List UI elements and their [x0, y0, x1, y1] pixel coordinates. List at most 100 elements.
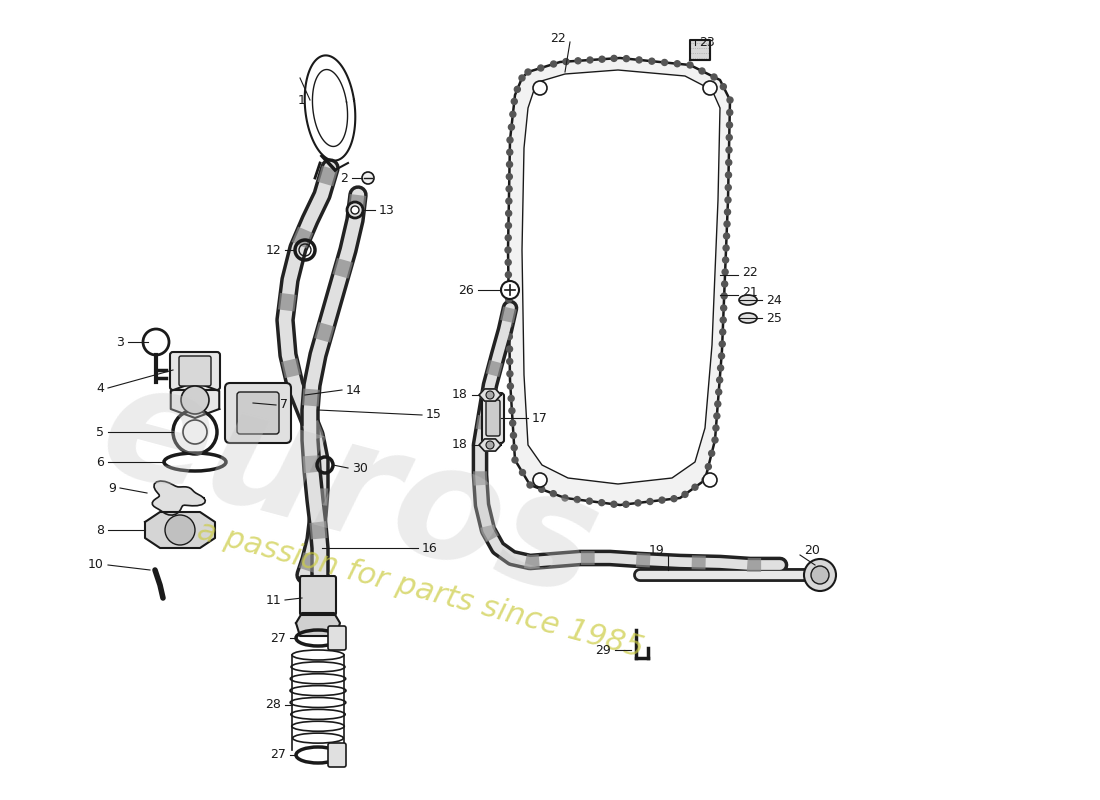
Circle shape	[725, 197, 732, 203]
Text: 1: 1	[298, 94, 306, 106]
Circle shape	[674, 61, 680, 66]
Circle shape	[527, 482, 534, 488]
FancyBboxPatch shape	[300, 576, 336, 615]
Text: 4: 4	[96, 382, 104, 394]
Circle shape	[512, 445, 517, 450]
Circle shape	[539, 486, 544, 492]
Circle shape	[165, 515, 195, 545]
Text: 29: 29	[595, 643, 610, 657]
Circle shape	[507, 162, 513, 167]
Circle shape	[635, 500, 641, 506]
Circle shape	[562, 495, 568, 501]
Circle shape	[575, 58, 581, 64]
Circle shape	[723, 245, 729, 251]
Text: 15: 15	[426, 409, 442, 422]
Text: 30: 30	[352, 462, 367, 474]
Polygon shape	[690, 40, 710, 60]
Text: 18: 18	[452, 438, 468, 451]
Circle shape	[486, 391, 494, 399]
Circle shape	[506, 346, 513, 352]
Text: 13: 13	[379, 203, 395, 217]
Circle shape	[600, 56, 605, 62]
Circle shape	[636, 57, 642, 63]
Polygon shape	[478, 389, 500, 401]
Text: 21: 21	[742, 286, 758, 298]
Text: 3: 3	[117, 335, 124, 349]
Text: 27: 27	[271, 749, 286, 762]
Circle shape	[726, 172, 732, 178]
Circle shape	[525, 69, 531, 75]
Circle shape	[649, 58, 654, 64]
Text: 20: 20	[804, 545, 820, 558]
Circle shape	[506, 186, 513, 192]
Circle shape	[510, 111, 516, 118]
Text: 17: 17	[532, 411, 548, 425]
Circle shape	[708, 450, 715, 456]
Circle shape	[720, 84, 726, 90]
Circle shape	[726, 159, 732, 166]
Text: 24: 24	[766, 294, 782, 306]
Text: 28: 28	[265, 698, 280, 711]
Circle shape	[486, 441, 494, 449]
Circle shape	[534, 473, 547, 487]
Circle shape	[610, 55, 617, 62]
Circle shape	[512, 457, 518, 463]
Circle shape	[507, 383, 514, 389]
Text: 2: 2	[340, 171, 348, 185]
Circle shape	[692, 484, 698, 490]
Text: 16: 16	[422, 542, 438, 554]
Circle shape	[722, 281, 727, 287]
Circle shape	[715, 401, 720, 407]
Circle shape	[510, 432, 517, 438]
Circle shape	[811, 566, 829, 584]
Circle shape	[624, 56, 629, 62]
Text: 8: 8	[96, 523, 104, 537]
Circle shape	[711, 74, 717, 80]
FancyBboxPatch shape	[482, 393, 504, 443]
Circle shape	[703, 81, 717, 95]
Circle shape	[505, 234, 512, 241]
Text: 25: 25	[766, 311, 782, 325]
Circle shape	[512, 98, 517, 105]
Circle shape	[688, 62, 693, 68]
Text: 12: 12	[265, 243, 280, 257]
FancyBboxPatch shape	[179, 356, 211, 386]
Text: 10: 10	[88, 558, 104, 571]
Text: 5: 5	[96, 426, 104, 438]
Circle shape	[534, 81, 547, 95]
Circle shape	[661, 59, 668, 66]
Text: 22: 22	[550, 31, 566, 45]
Circle shape	[598, 500, 605, 506]
Circle shape	[703, 473, 717, 487]
Ellipse shape	[739, 295, 757, 305]
Circle shape	[587, 57, 593, 63]
Circle shape	[506, 309, 512, 315]
Text: 22: 22	[742, 266, 758, 278]
Circle shape	[720, 305, 727, 311]
Circle shape	[726, 147, 732, 153]
Circle shape	[519, 470, 526, 475]
FancyBboxPatch shape	[226, 383, 292, 443]
Polygon shape	[145, 512, 214, 548]
Text: 7: 7	[280, 398, 288, 411]
Text: a passion for parts since 1985: a passion for parts since 1985	[194, 516, 647, 664]
Circle shape	[717, 365, 724, 371]
Circle shape	[713, 425, 719, 431]
FancyBboxPatch shape	[170, 352, 220, 390]
Circle shape	[702, 477, 708, 483]
Circle shape	[586, 498, 593, 504]
Circle shape	[550, 490, 557, 497]
Polygon shape	[170, 382, 219, 418]
Circle shape	[563, 58, 569, 65]
Circle shape	[726, 134, 733, 141]
Polygon shape	[152, 481, 206, 515]
Circle shape	[519, 75, 525, 81]
FancyBboxPatch shape	[486, 400, 500, 436]
Polygon shape	[508, 58, 730, 505]
Circle shape	[507, 358, 513, 365]
Circle shape	[725, 209, 730, 215]
Circle shape	[718, 353, 725, 359]
Text: euros: euros	[86, 350, 614, 630]
Circle shape	[720, 317, 726, 323]
Circle shape	[506, 297, 512, 302]
